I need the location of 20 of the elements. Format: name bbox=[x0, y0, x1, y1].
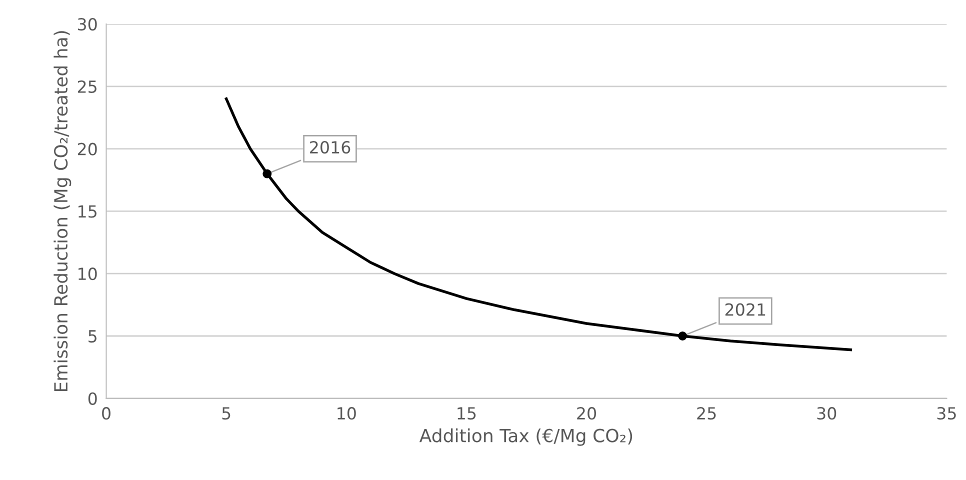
x-tick-label: 0 bbox=[102, 407, 110, 420]
x-tick-label: 20 bbox=[577, 407, 596, 420]
y-tick-label: 25 bbox=[78, 80, 96, 93]
x-tick-label: 25 bbox=[697, 407, 716, 420]
y-tick-label: 20 bbox=[78, 142, 97, 156]
annotation: 2021 bbox=[725, 303, 766, 316]
y-tick-label: 15 bbox=[78, 205, 96, 218]
y-tick-label: 10 bbox=[78, 268, 97, 280]
y-tick-label: 30 bbox=[78, 18, 97, 31]
annotation: 2016 bbox=[310, 140, 350, 154]
x-tick-label: 5 bbox=[222, 407, 230, 420]
y-tick-label: 0 bbox=[88, 392, 97, 405]
x-tick-label: 10 bbox=[338, 407, 356, 420]
x-tick-label: 35 bbox=[937, 407, 956, 420]
x-axis-title: Addition Tax (€/Mg CO₂) bbox=[419, 428, 632, 446]
y-axis-title: Emission Reduction (Mg CO₂/treated ha) bbox=[54, 31, 72, 392]
x-tick-label: 30 bbox=[817, 407, 836, 420]
x-tick-label: 15 bbox=[458, 407, 476, 420]
y-tick-label: 5 bbox=[88, 330, 96, 343]
line-series bbox=[224, 97, 852, 352]
